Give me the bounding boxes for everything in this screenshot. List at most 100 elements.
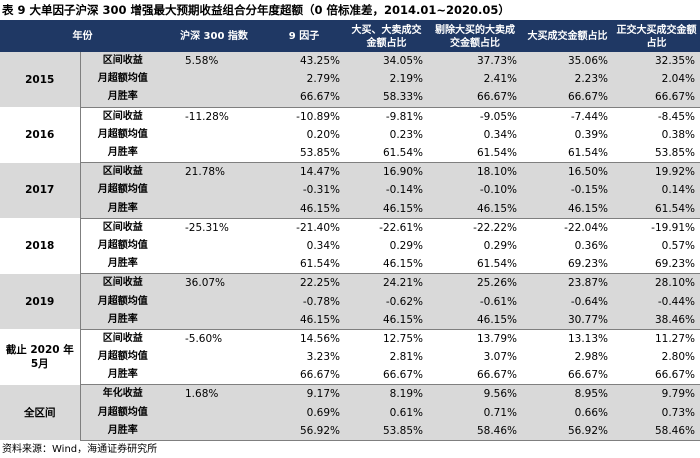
header-row: 年份 沪深 300 指数 9 因子 大买、大卖成交金额占比 剔除大买的大卖成交金额占比大… — [0, 21, 700, 52]
column-header: 正交大买成交金额占比 — [613, 21, 700, 52]
table-title: 表 9 大单因子沪深 300 增强最大预期收益组合分年度超额（0 倍标准差，20… — [0, 0, 700, 21]
value-cell: 8.95% — [522, 384, 613, 404]
value-cell: 53.85% — [345, 421, 428, 441]
index-cell — [165, 292, 263, 311]
value-cell: 69.23% — [522, 255, 613, 275]
index-cell: -25.31% — [185, 221, 229, 234]
value-cell: 61.54% — [428, 255, 522, 275]
value-cell: 0.39% — [574, 128, 608, 141]
table-body: 2015 区间收益 5.58% 43.25% 34.05% 37.73% 35.06% 32.… — [0, 52, 700, 441]
index-cell: 1.68% — [165, 384, 263, 404]
table-row: 月超额均值 -0.78% -0.62% -0.61% -0.64% -0.44% — [0, 292, 700, 311]
index-cell — [165, 199, 263, 219]
index-cell — [165, 126, 263, 144]
value-cell: 19.92% — [613, 162, 700, 182]
metric-cell: 年化收益 — [80, 384, 165, 404]
value-cell: 66.67% — [522, 366, 613, 386]
value-cell: 58.33% — [345, 88, 428, 108]
metric-cell: 月胜率 — [80, 143, 165, 164]
value-cell: -22.22% — [473, 221, 517, 234]
index-cell — [165, 255, 263, 275]
value-cell: 37.73% — [428, 52, 522, 71]
value-cell: 2.98% — [574, 351, 608, 364]
value-cell: 0.14% — [613, 181, 700, 200]
value-cell: -7.44% — [570, 110, 608, 123]
value-cell: 30.77% — [522, 310, 613, 330]
column-header: 沪深 300 指数 — [165, 21, 263, 52]
metric-cell: 区间收益 — [102, 332, 143, 344]
metric-cell: 区间收益 — [102, 110, 143, 122]
value-cell: 66.67% — [345, 366, 428, 386]
table-row: 月胜率 46.15% 46.15% 46.15% 30.77% 38.46% — [0, 310, 700, 330]
value-cell: 61.54% — [522, 143, 613, 164]
value-cell: 66.67% — [263, 366, 345, 386]
value-cell: 2.79% — [263, 70, 345, 89]
index-cell — [165, 88, 263, 108]
value-cell: 66.67% — [522, 88, 613, 108]
value-cell: -0.64% — [522, 292, 613, 311]
value-cell: 24.21% — [345, 273, 428, 293]
value-cell: 46.15% — [263, 199, 345, 219]
value-cell: 58.46% — [613, 421, 700, 441]
table-row: 月超额均值 0.34% 0.29% 0.29% 0.36% 0.57% — [0, 237, 700, 255]
value-cell: 11.27% — [654, 332, 695, 345]
source-note: 资料来源：Wind，海通证券研究所 — [2, 444, 158, 455]
index-cell: 21.78% — [165, 162, 263, 182]
value-cell: 9.17% — [263, 384, 345, 404]
value-cell: 66.67% — [428, 88, 522, 108]
value-cell: -0.10% — [428, 181, 522, 200]
metric-cell: 月超额均值 — [80, 181, 165, 200]
value-cell: -9.81% — [385, 110, 423, 123]
value-cell: 0.29% — [483, 239, 517, 252]
value-cell: -10.89% — [296, 110, 340, 123]
table-row: 月胜率 53.85% 61.54% 61.54% 61.54% 53.85% — [0, 143, 700, 164]
index-cell: -11.28% — [185, 110, 229, 123]
value-cell: 2.04% — [613, 70, 700, 89]
value-cell: 0.71% — [428, 403, 522, 422]
value-cell: 2.80% — [661, 351, 695, 364]
index-cell: 5.58% — [165, 52, 263, 71]
value-cell: 66.67% — [613, 366, 700, 386]
metric-cell: 月超额均值 — [80, 292, 165, 311]
index-cell — [165, 70, 263, 89]
value-cell: 3.23% — [306, 351, 340, 364]
value-cell: 16.50% — [522, 162, 613, 182]
metric-cell: 月超额均值 — [80, 70, 165, 89]
index-cell — [165, 366, 263, 386]
column-header: 剔除大买的大卖成交金额占比 — [428, 21, 522, 52]
value-cell: 38.46% — [613, 310, 700, 330]
metric-cell: 月胜率 — [80, 88, 165, 108]
value-cell: -0.78% — [263, 292, 345, 311]
table-row: 全区间 年化收益 1.68% 9.17% 8.19% 9.56% 8.95% 9.79% — [0, 384, 700, 441]
table-row: 2019 区间收益 36.07% 22.25% 24.21% 25.26% 23.87% 28… — [0, 273, 700, 330]
value-cell: 2.41% — [428, 70, 522, 89]
table-row: 月超额均值 0.69% 0.61% 0.71% 0.66% 0.73% — [0, 403, 700, 422]
value-cell: 0.57% — [661, 239, 695, 252]
table-row: 月超额均值 2.79% 2.19% 2.41% 2.23% 2.04% — [0, 70, 700, 89]
value-cell: 0.73% — [613, 403, 700, 422]
index-cell — [165, 348, 263, 366]
value-cell: 46.15% — [345, 310, 428, 330]
index-cell — [165, 181, 263, 200]
value-cell: 35.06% — [522, 52, 613, 71]
value-cell: -8.45% — [657, 110, 695, 123]
value-cell: 14.47% — [263, 162, 345, 182]
value-cell: 18.10% — [428, 162, 522, 182]
value-cell: 13.13% — [567, 332, 608, 345]
value-cell: 56.92% — [263, 421, 345, 441]
year-cell: 全区间 — [0, 384, 81, 441]
column-header: 9 因子 — [263, 21, 345, 52]
value-cell: 61.54% — [428, 143, 522, 164]
value-cell: 0.38% — [661, 128, 695, 141]
value-cell: -22.61% — [379, 221, 423, 234]
year-cell: 2019 — [0, 273, 81, 330]
column-header: 大买、大卖成交金额占比 — [345, 21, 428, 52]
value-cell: 0.20% — [306, 128, 340, 141]
value-cell: 53.85% — [263, 143, 345, 164]
value-cell: 2.23% — [522, 70, 613, 89]
value-cell: 61.54% — [613, 199, 700, 219]
index-cell — [165, 143, 263, 164]
value-cell: 69.23% — [613, 255, 700, 275]
table-row: 2017 区间收益 21.78% 14.47% 16.90% 18.10% 16.50% 19… — [0, 162, 700, 219]
metric-cell: 区间收益 — [80, 162, 165, 182]
